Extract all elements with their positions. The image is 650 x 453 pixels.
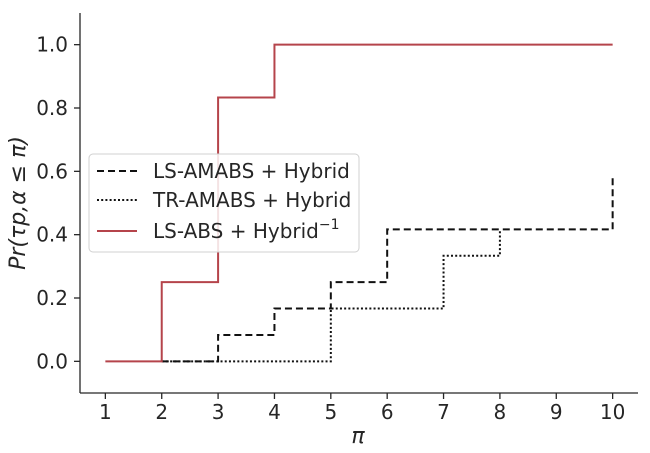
x-tick-label: 6 xyxy=(381,400,394,424)
y-tick-label: 1.0 xyxy=(36,33,68,57)
x-tick-label: 8 xyxy=(494,400,507,424)
y-ticks: 0.0 0.2 0.4 0.6 0.8 1.0 xyxy=(36,33,80,373)
x-tick-label: 1 xyxy=(99,400,112,424)
x-tick-label: 9 xyxy=(550,400,563,424)
y-tick-label: 0.2 xyxy=(36,286,68,310)
legend-label-2: TR-AMABS + Hybrid xyxy=(152,188,351,212)
y-tick-label: 0.4 xyxy=(36,223,68,247)
legend: LS-AMABS + Hybrid TR-AMABS + Hybrid LS-ABS… xyxy=(88,153,360,253)
y-tick-label: 0.6 xyxy=(36,159,68,183)
x-ticks: 1 2 3 4 5 6 7 8 9 10 xyxy=(99,393,625,424)
legend-box xyxy=(88,153,360,253)
series-line-2 xyxy=(161,229,501,363)
x-tick-label: 3 xyxy=(212,400,225,424)
series-line-1 xyxy=(161,176,614,363)
y-tick-label: 0.8 xyxy=(36,96,68,120)
x-tick-label: 10 xyxy=(600,400,625,424)
y-tick-label: 0.0 xyxy=(36,349,68,373)
legend-label-superscript: −1 xyxy=(319,217,340,233)
legend-label-1: LS-AMABS + Hybrid xyxy=(153,159,350,183)
legend-label-3: LS-ABS + Hybrid−1 xyxy=(153,217,340,243)
x-tick-label: 4 xyxy=(268,400,281,424)
x-axis-title: π xyxy=(351,424,365,449)
x-tick-label: 2 xyxy=(155,400,168,424)
x-tick-label: 7 xyxy=(437,400,450,424)
x-tick-label: 5 xyxy=(324,400,337,424)
y-axis-title: Pr(τp,α ≤ π) xyxy=(6,136,31,270)
